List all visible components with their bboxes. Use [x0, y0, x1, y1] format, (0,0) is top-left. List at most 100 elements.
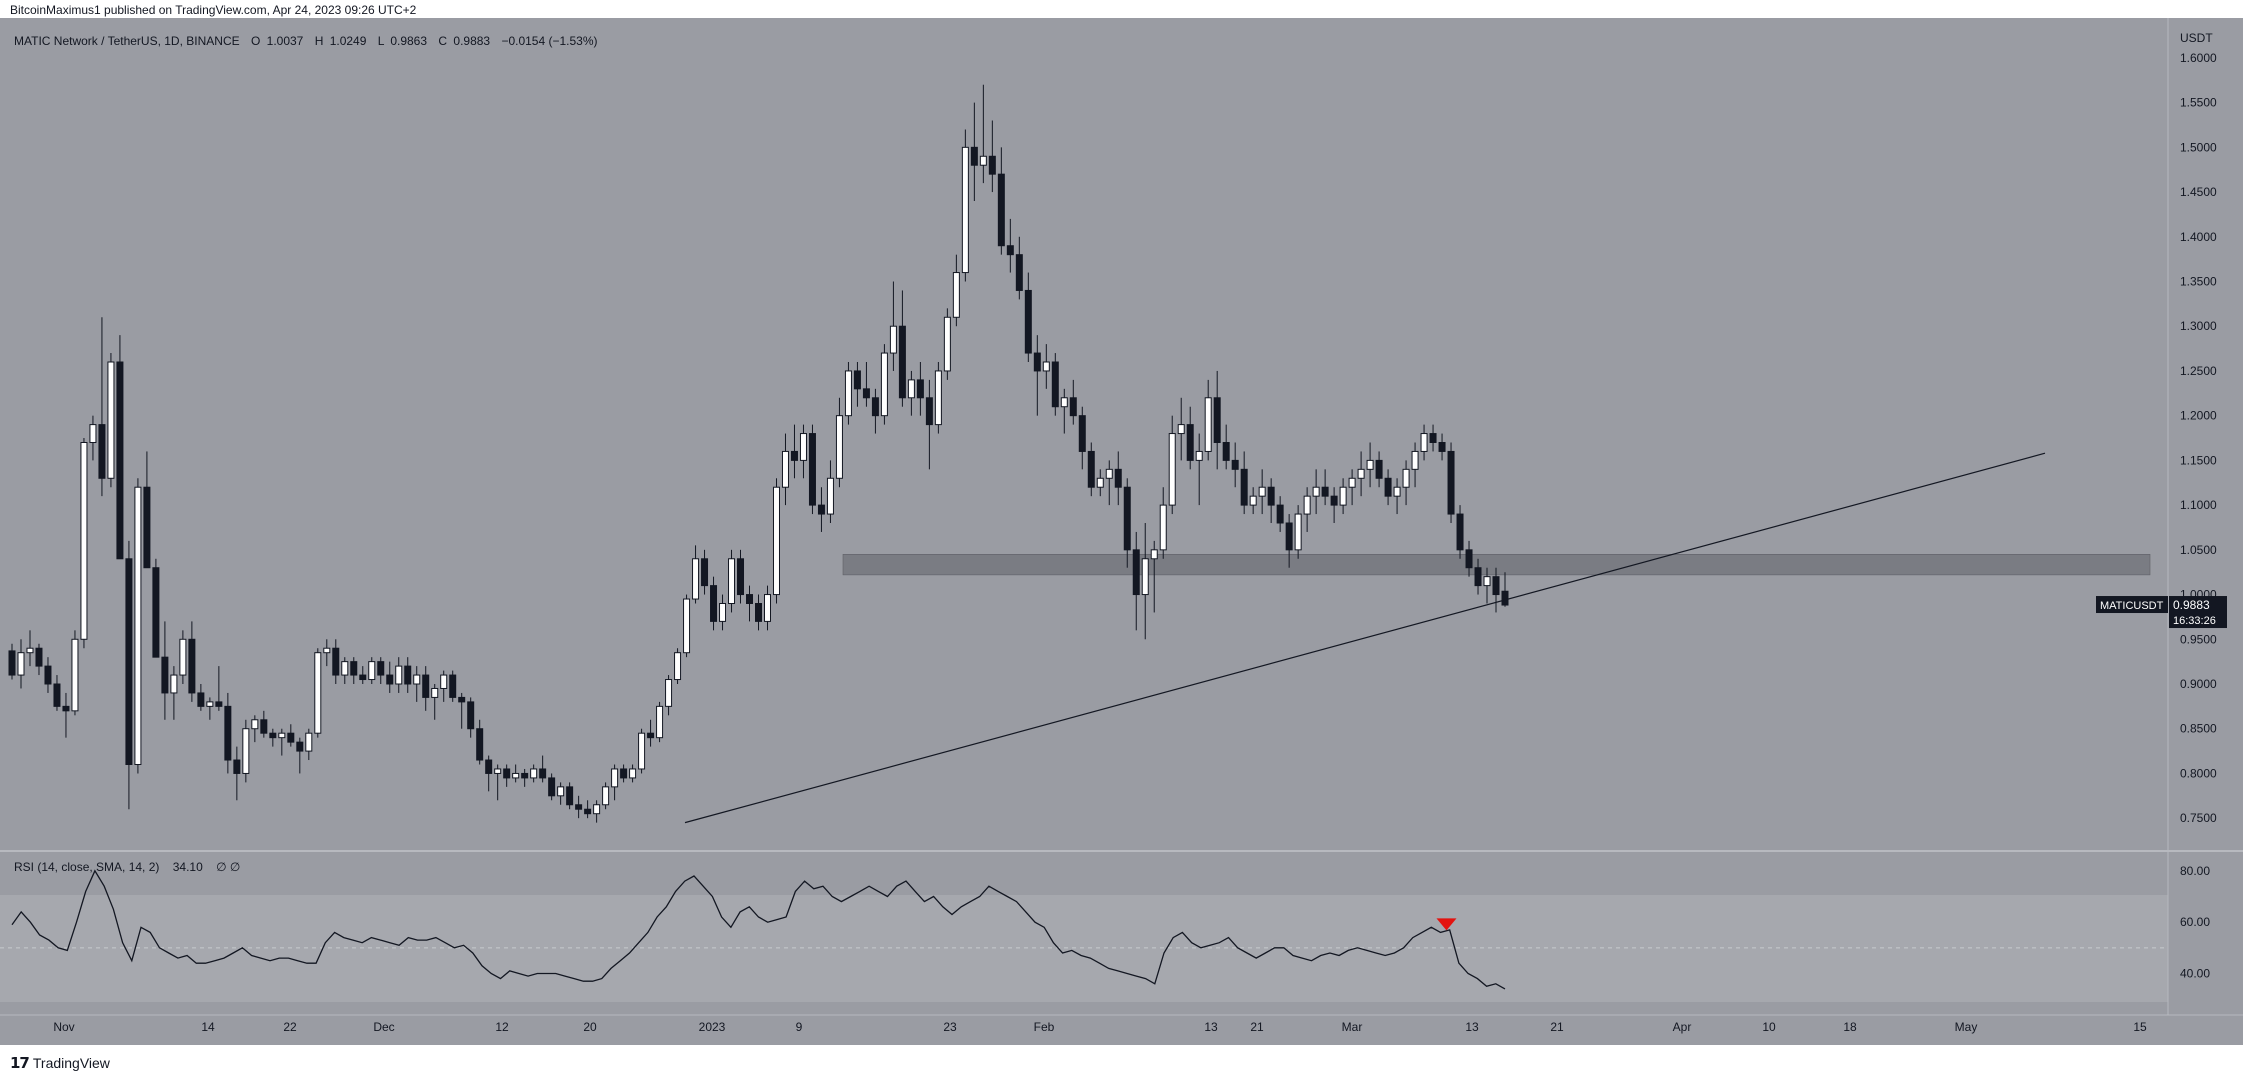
- candle: [1078, 406, 1086, 470]
- candle-body-bear: [1492, 576, 1500, 596]
- candle: [404, 657, 412, 693]
- price-tag-countdown: 16:33:26: [2173, 615, 2216, 627]
- candle-body-bear: [8, 650, 16, 676]
- candle-body-bear: [548, 777, 556, 797]
- candle: [907, 370, 915, 416]
- candle: [224, 692, 232, 774]
- candle: [35, 643, 43, 676]
- candle-body-bull: [835, 415, 843, 479]
- candle-body-bear: [521, 772, 529, 779]
- candle: [1429, 424, 1437, 452]
- low-label: L: [378, 34, 385, 48]
- candle: [620, 764, 628, 783]
- candle: [728, 549, 736, 613]
- candle: [62, 692, 70, 738]
- candle: [1411, 442, 1419, 488]
- time-axis[interactable]: [0, 1015, 2243, 1045]
- candle: [17, 639, 25, 689]
- candle: [1375, 451, 1383, 488]
- candle: [1141, 523, 1149, 640]
- candle-body-bear: [215, 701, 223, 707]
- candle-body-bear: [188, 638, 196, 694]
- candle: [161, 621, 169, 720]
- trendline-line[interactable]: [684, 452, 2046, 824]
- candle: [1330, 487, 1338, 523]
- change-value: −0.0154 (−1.53%): [501, 34, 597, 48]
- candle: [485, 755, 493, 792]
- candle: [1222, 424, 1230, 470]
- candle: [1051, 353, 1059, 416]
- candle-body-bull: [1096, 477, 1104, 488]
- candle-body-bear: [143, 486, 151, 569]
- price-tick-label: 0.7500: [2180, 811, 2217, 825]
- candle: [170, 666, 178, 720]
- candle: [188, 621, 196, 702]
- candle: [674, 648, 682, 684]
- candle: [152, 558, 160, 658]
- candle-body-bear: [1123, 486, 1131, 551]
- tradingview-logo-icon: 𝟭𝟳: [10, 1055, 30, 1072]
- current-price-tag[interactable]: MATICUSDT 0.9883 16:33:26: [2096, 596, 2227, 629]
- candle: [440, 670, 448, 702]
- candle: [215, 666, 223, 711]
- candle-body-bear: [332, 647, 340, 676]
- price-legend[interactable]: MATIC Network / TetherUS, 1D, BINANCE O …: [14, 34, 598, 48]
- candle-body-bull: [719, 603, 727, 622]
- footer-brand[interactable]: 𝟭𝟳 TradingView: [10, 1054, 110, 1072]
- candle-body-bear: [575, 804, 583, 810]
- symbol-name: MATIC Network / TetherUS, 1D, BINANCE: [14, 34, 240, 48]
- candle-body-bear: [1276, 504, 1284, 524]
- candle-body-bull: [1411, 450, 1419, 470]
- candle: [1456, 505, 1464, 559]
- candle: [1096, 469, 1104, 497]
- time-tick-label: 13: [1465, 1020, 1479, 1034]
- candle: [889, 281, 897, 371]
- candle-body-bear: [701, 558, 709, 587]
- candle: [1348, 469, 1356, 506]
- candle-body-bear: [746, 594, 754, 604]
- candle-body-bear: [1429, 433, 1437, 443]
- candle: [53, 675, 61, 711]
- candle: [1402, 460, 1410, 506]
- candle-body-bear: [386, 674, 394, 685]
- candle-body-bull: [1483, 576, 1491, 587]
- candle: [413, 666, 421, 702]
- rsi-line: [11, 869, 1506, 990]
- candle-body-bear: [449, 674, 457, 698]
- candle-body-bull: [1420, 433, 1428, 452]
- svg-text:RSI (14, close, SMA, 14, 2): RSI (14, close, SMA, 14, 2) 34.10 ∅ ∅: [14, 860, 240, 874]
- candle: [611, 764, 619, 801]
- candle: [916, 362, 924, 416]
- rsi-axis-ticks: 80.00 60.00 40.00: [2180, 864, 2210, 981]
- price-tick-label: 1.1000: [2180, 498, 2217, 512]
- candle: [979, 84, 987, 184]
- candle-body-bear: [1447, 450, 1455, 515]
- time-tick-label: 21: [1550, 1020, 1564, 1034]
- time-tick-label: Nov: [53, 1020, 74, 1034]
- candle: [1186, 406, 1194, 470]
- time-tick-label: 9: [796, 1020, 803, 1034]
- candle: [862, 362, 870, 407]
- candle: [1060, 388, 1068, 434]
- time-tick-label: 21: [1250, 1020, 1264, 1034]
- candle: [1465, 540, 1473, 577]
- ascending-trendline[interactable]: [684, 452, 2046, 824]
- candle-body-bull: [80, 442, 88, 640]
- rsi-legend[interactable]: RSI (14, close, SMA, 14, 2) 34.10 ∅ ∅: [14, 860, 240, 874]
- price-tick-label: 1.6000: [2180, 51, 2217, 65]
- rsi-bearish-marker[interactable]: [1436, 918, 1457, 931]
- candle-body-bull: [961, 146, 969, 274]
- candle-body-bull: [431, 687, 439, 698]
- candle-body-bear: [1213, 397, 1221, 443]
- time-tick-label: 20: [583, 1020, 597, 1034]
- candle: [1114, 451, 1122, 506]
- candle-body-bull: [530, 768, 538, 779]
- candle: [1447, 442, 1455, 523]
- candle-body-bull: [1348, 477, 1356, 488]
- candle-body-bull: [889, 325, 897, 354]
- candle: [107, 353, 115, 488]
- candle: [1492, 567, 1500, 613]
- time-tick-label: 14: [201, 1020, 215, 1034]
- candle: [26, 630, 34, 667]
